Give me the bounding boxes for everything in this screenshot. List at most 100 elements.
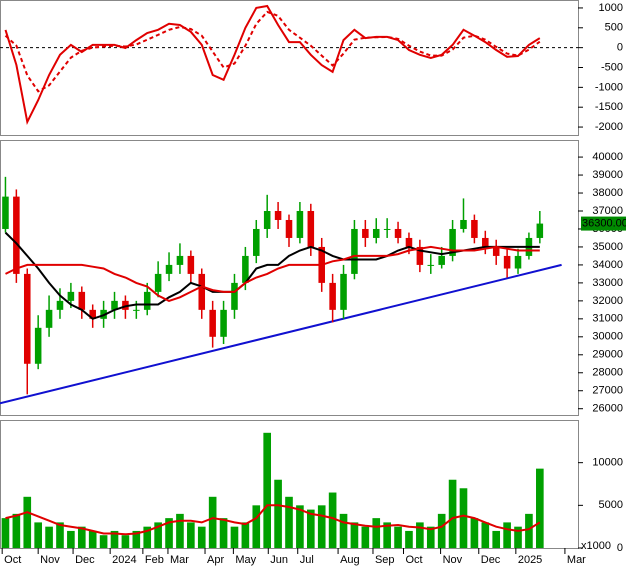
y-tick-label: 40000	[592, 151, 623, 163]
candle-body	[67, 291, 75, 301]
x-tick-label: Oct	[406, 554, 423, 566]
volume-bar	[339, 513, 348, 548]
volume-bar	[241, 522, 250, 548]
candle-body	[198, 273, 206, 310]
candle-body	[242, 255, 249, 283]
volume-bar	[121, 535, 130, 548]
volume-bar	[219, 518, 228, 548]
x-tick-label: Mar	[170, 554, 189, 566]
x-tick-label: Dec	[481, 554, 501, 566]
candle-body	[13, 196, 20, 274]
x-tick-label: Nov	[40, 554, 60, 566]
volume-bar	[536, 468, 544, 548]
volume-bar	[34, 522, 42, 548]
volume-bar	[514, 526, 522, 548]
volume-bar	[252, 505, 261, 548]
candle-body	[514, 255, 522, 269]
y-tick-label: 32000	[592, 295, 623, 307]
volume-bar	[426, 526, 435, 548]
candle-body	[253, 228, 260, 256]
x-tick-label: Dec	[75, 554, 95, 566]
volume-bar	[45, 526, 53, 548]
volume-bar	[274, 479, 282, 548]
volume-bar	[263, 432, 272, 548]
x-tick-label: 2024	[112, 554, 136, 566]
series-line	[4, 10, 541, 93]
candle-body	[56, 300, 64, 310]
volume-bar	[503, 522, 511, 548]
volume-bar	[110, 530, 119, 548]
last-price-label: 36300.00	[582, 217, 626, 229]
volume-bar	[1, 518, 10, 548]
candle-body	[340, 273, 347, 310]
candle-body	[503, 255, 511, 269]
y-tick-label: 0	[617, 542, 623, 554]
y-tick-label: -500	[601, 61, 623, 73]
volume-bar	[285, 496, 293, 548]
y-tick-label: 33000	[592, 277, 623, 289]
volume-bar	[296, 505, 304, 548]
candle-body	[438, 255, 445, 265]
y-tick-label: 26000	[592, 403, 623, 415]
volume-bar	[328, 492, 337, 548]
volume-bar	[372, 518, 381, 548]
candle-body	[231, 282, 238, 310]
volume-bar	[12, 513, 21, 548]
volume-bar	[67, 530, 75, 548]
y-tick-label: 5000	[599, 499, 623, 511]
volume-bar	[187, 522, 195, 548]
candle-body	[274, 210, 282, 220]
trend-line	[0, 263, 562, 405]
y-tick-label: 35000	[592, 241, 623, 253]
volume-bar	[99, 535, 108, 548]
volume-bar	[154, 522, 162, 548]
series-line	[5, 245, 540, 302]
candle-body	[263, 210, 271, 229]
volume-bar	[317, 505, 326, 548]
volume-bar	[23, 496, 32, 548]
x-tick-label: Apr	[207, 554, 224, 566]
volume-bar	[492, 530, 501, 548]
candle-body	[482, 237, 489, 247]
series-line	[4, 4, 541, 125]
volume-bar	[437, 513, 446, 548]
volume-bar	[470, 518, 479, 548]
series-line	[5, 504, 541, 536]
candle-body	[394, 228, 402, 238]
x-tick-label: May	[235, 554, 256, 566]
candle-body	[285, 219, 293, 238]
candle-body	[329, 282, 336, 310]
candle-body	[187, 255, 195, 274]
volume-bar	[459, 488, 468, 548]
plot-area	[0, 4, 578, 125]
volume-bar	[143, 526, 152, 548]
x-tick-label: Aug	[340, 554, 360, 566]
y-tick-label: -2000	[595, 121, 623, 133]
candle-body	[427, 264, 435, 266]
candle-body	[296, 210, 304, 238]
y-tick-label: 10000	[592, 457, 623, 469]
candle-body	[176, 255, 184, 265]
plot-area	[0, 176, 562, 405]
volume-bar	[165, 518, 173, 548]
volume-bar	[77, 526, 86, 548]
volume-bar	[197, 526, 206, 548]
candle-body	[372, 228, 380, 238]
candle-body	[220, 309, 227, 337]
y-tick-label: 28000	[592, 367, 623, 379]
candle-body	[2, 196, 9, 229]
unit-label: x1000	[581, 540, 611, 552]
volume-bar	[481, 522, 490, 548]
x-tick-label: Sep	[375, 554, 395, 566]
x-tick-label: Jul	[300, 554, 314, 566]
volume-bar	[394, 526, 402, 548]
y-tick-label: 500	[605, 22, 623, 34]
candle-body	[23, 273, 31, 364]
x-tick-label: Oct	[4, 554, 21, 566]
x-tick-label: Feb	[145, 554, 164, 566]
candle-body	[154, 273, 162, 292]
volume-bar	[525, 513, 533, 548]
volume-bar	[208, 496, 217, 548]
candle-body	[449, 228, 456, 256]
